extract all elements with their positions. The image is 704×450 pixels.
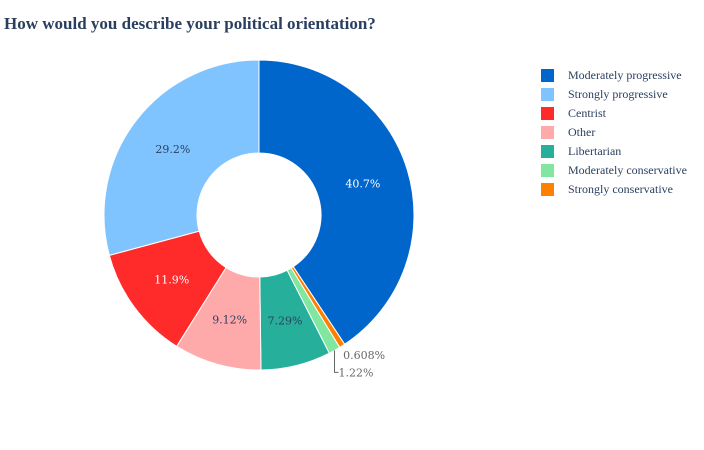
legend-label: Strongly progressive (568, 87, 668, 101)
legend-item-moderately-progressive[interactable]: Moderately progressive (541, 66, 687, 85)
legend-item-moderately-conservative[interactable]: Moderately conservative (541, 161, 687, 180)
legend-item-strongly-conservative[interactable]: Strongly conservative (541, 180, 687, 199)
legend: Moderately progressive Strongly progressi… (541, 66, 687, 199)
legend-swatch (541, 126, 554, 139)
legend-item-centrist[interactable]: Centrist (541, 104, 687, 123)
slice-value-label: 29.2% (155, 143, 190, 156)
slice-value-label: 7.29% (267, 314, 302, 327)
slice-strongly-progressive[interactable] (103, 59, 260, 256)
leader-line (334, 350, 339, 373)
legend-label: Moderately conservative (568, 163, 687, 177)
slice-labels-layer: 40.7% 0.608% 1.22% 7.29% 9.12% 11.9% 29.2% (154, 143, 385, 379)
legend-label: Centrist (568, 106, 606, 120)
slice-value-label: 11.9% (154, 274, 189, 287)
legend-swatch (541, 145, 554, 158)
legend-label: Moderately progressive (568, 68, 682, 82)
slices-layer (103, 59, 415, 371)
legend-label: Strongly conservative (568, 182, 673, 196)
slice-value-label: 0.608% (343, 349, 385, 362)
chart-title: How would you describe your political or… (4, 14, 376, 33)
legend-item-other[interactable]: Other (541, 123, 687, 142)
legend-label: Libertarian (568, 144, 622, 158)
legend-swatch (541, 183, 554, 196)
legend-item-libertarian[interactable]: Libertarian (541, 142, 687, 161)
legend-item-strongly-progressive[interactable]: Strongly progressive (541, 85, 687, 104)
legend-swatch (541, 164, 554, 177)
legend-swatch (541, 107, 554, 120)
legend-label: Other (568, 125, 596, 139)
legend-swatch (541, 88, 554, 101)
legend-swatch (541, 69, 554, 82)
slice-value-label: 1.22% (339, 366, 374, 379)
slice-value-label: 40.7% (345, 178, 380, 191)
slice-value-label: 9.12% (212, 313, 247, 326)
